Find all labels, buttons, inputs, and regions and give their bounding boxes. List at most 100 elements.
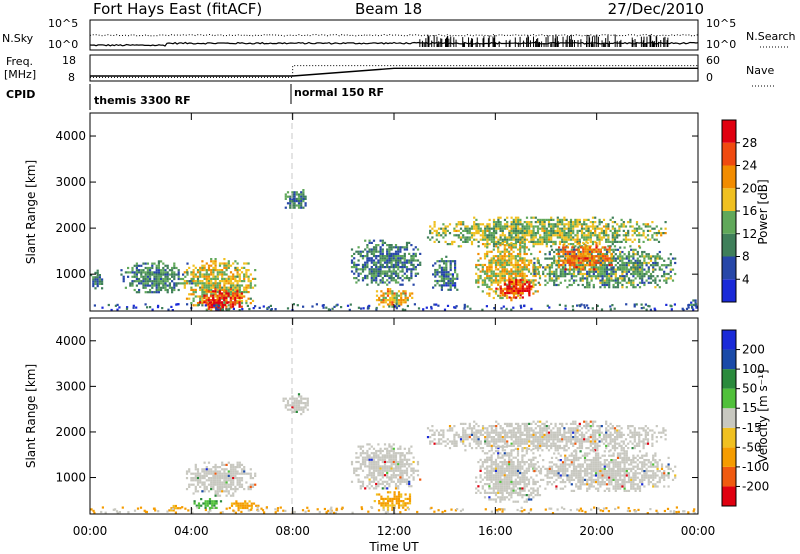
scatter-cell [375, 469, 378, 472]
scatter-cell [517, 436, 520, 439]
scatter-cell [225, 308, 228, 311]
scatter-cell [397, 495, 401, 498]
scatter-cell [475, 238, 478, 241]
scatter-cell [586, 279, 589, 282]
scatter-cell [613, 240, 617, 243]
scatter-cell [597, 275, 600, 278]
scatter-cell [530, 436, 533, 439]
scatter-cell [590, 270, 593, 273]
scatter-cell [216, 492, 219, 495]
scatter-cell [542, 266, 545, 269]
scatter-cell [505, 244, 509, 247]
scatter-cell [475, 227, 478, 230]
scatter-cell [96, 280, 99, 283]
scatter-cell [379, 246, 382, 249]
scatter-cell [293, 402, 296, 405]
scatter-cell [381, 252, 384, 255]
scatter-cell [564, 255, 567, 258]
scatter-cell [503, 252, 506, 256]
scatter-cell [468, 444, 471, 447]
scatter-cell [201, 468, 204, 471]
scatter-cell [377, 460, 380, 464]
scatter-cell [397, 255, 400, 258]
scatter-cell [545, 238, 548, 241]
scatter-cell [647, 281, 650, 284]
scatter-cell [576, 236, 579, 239]
scatter-cell [408, 500, 412, 503]
scatter-cell [516, 266, 520, 269]
scatter-cell [586, 241, 589, 245]
scatter-cell [667, 264, 670, 267]
scatter-cell [207, 483, 211, 486]
scatter-cell [508, 261, 511, 264]
scatter-cell [375, 487, 378, 490]
scatter-cell [613, 234, 617, 237]
scatter-cell [383, 272, 387, 275]
scatter-cell [502, 305, 505, 308]
scatter-cell [598, 240, 601, 243]
scatter-cell [514, 240, 518, 243]
scatter-cell [649, 264, 653, 267]
scatter-cell [142, 277, 145, 281]
scatter-cell [221, 271, 224, 274]
scatter-cell [225, 472, 228, 475]
scatter-cell [521, 238, 524, 241]
scatter-cell [673, 303, 676, 306]
scatter-cell [517, 425, 520, 428]
scatter-cell [685, 307, 689, 310]
scatter-cell [479, 433, 482, 436]
scatter-cell [646, 238, 650, 241]
scatter-cell [576, 234, 579, 237]
scatter-cell [633, 227, 636, 230]
scatter-cell [500, 307, 503, 310]
scatter-cell [610, 279, 613, 282]
scatter-cell [621, 270, 624, 273]
scatter-cell [475, 436, 478, 439]
scatter-cell [226, 301, 229, 304]
scatter-cell [567, 225, 570, 228]
scatter-cell [132, 306, 135, 309]
scatter-cell [468, 442, 471, 445]
scatter-cell [492, 240, 496, 243]
scatter-cell [151, 273, 154, 276]
scatter-cell [223, 479, 226, 482]
scatter-cell [596, 238, 599, 241]
scatter-cell [470, 447, 474, 450]
scatter-cell [380, 495, 383, 498]
scatter-cell [435, 303, 438, 306]
scatter-cell [523, 250, 526, 253]
scatter-cell [550, 245, 553, 248]
scatter-cell [164, 288, 167, 292]
scatter-cell [157, 304, 160, 307]
scatter-cell [364, 266, 367, 269]
scatter-cell [523, 259, 526, 262]
scatter-cell [160, 286, 163, 289]
scatter-cell [479, 257, 482, 260]
scatter-cell [386, 299, 390, 302]
scatter-cell [390, 478, 393, 481]
scatter-cell [550, 261, 554, 265]
scatter-cell [544, 283, 547, 287]
scatter-cell [647, 266, 650, 269]
scatter-cell [466, 436, 469, 439]
scatter-cell [627, 261, 631, 265]
scatter-cell [574, 238, 577, 241]
scatter-cell [479, 429, 482, 432]
scatter-cell [378, 493, 381, 496]
scatter-cell [632, 266, 635, 269]
scatter-cell [166, 264, 169, 267]
scatter-cell [395, 497, 398, 500]
scatter-cell [214, 463, 217, 466]
scatter-cell [302, 197, 305, 200]
scatter-cell [447, 288, 450, 291]
scatter-cell [157, 282, 160, 285]
scatter-cell [512, 442, 515, 445]
power-ytick-label: 1000 [55, 267, 86, 281]
scatter-cell [361, 263, 365, 266]
scatter-cell [370, 467, 373, 470]
scatter-cell [225, 488, 228, 491]
scatter-cell [381, 449, 384, 453]
scatter-cell [555, 283, 558, 287]
scatter-cell [492, 442, 496, 445]
scatter-cell [393, 292, 396, 295]
